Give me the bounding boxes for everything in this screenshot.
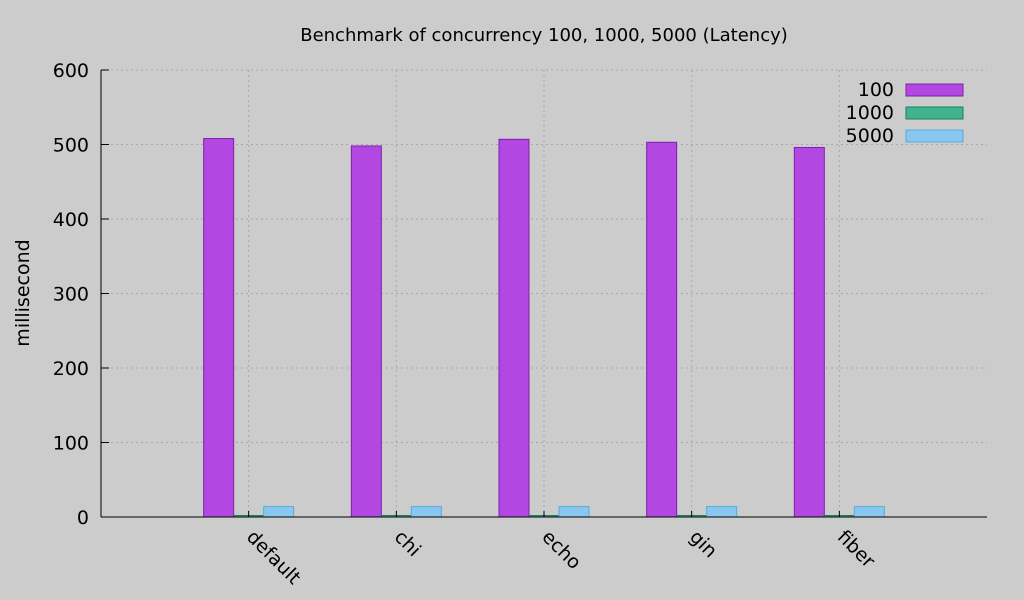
bar-gin-100 [646, 141, 678, 518]
x-tick-label-gin: gin [685, 526, 721, 562]
bar-default-100 [203, 138, 235, 518]
legend-swatch-5000 [905, 129, 964, 143]
legend-swatch-1000 [905, 106, 964, 120]
x-tick-label-chi: chi [390, 526, 425, 561]
x-tick-label-echo: echo [537, 526, 585, 574]
y-tick-label: 400 [53, 209, 89, 231]
y-tick-label: 600 [53, 60, 89, 82]
bar-default-5000 [263, 506, 295, 518]
x-tick-label-default: default [242, 526, 305, 589]
bar-fiber-5000 [853, 506, 885, 518]
chart-title: Benchmark of concurrency 100, 1000, 5000… [300, 25, 788, 46]
legend-label-5000: 5000 [846, 125, 894, 147]
y-tick-label: 0 [77, 507, 89, 529]
bars [203, 138, 885, 518]
legend-swatch-100 [905, 83, 964, 97]
bar-echo-5000 [558, 506, 590, 518]
y-tick-label: 100 [53, 433, 89, 455]
bar-gin-5000 [706, 506, 738, 518]
y-tick-label: 500 [53, 135, 89, 157]
bar-fiber-100 [793, 146, 825, 518]
legend-label-1000: 1000 [846, 102, 894, 124]
legend-label-100: 100 [858, 79, 894, 101]
bar-chi-5000 [410, 506, 442, 518]
y-axis-label: millisecond [12, 239, 34, 346]
y-tick-label: 300 [53, 284, 89, 306]
y-tick-label: 200 [53, 358, 89, 380]
x-tick-label-fiber: fiber [833, 526, 879, 572]
bar-echo-100 [498, 138, 530, 518]
bar-chi-100 [350, 145, 382, 518]
